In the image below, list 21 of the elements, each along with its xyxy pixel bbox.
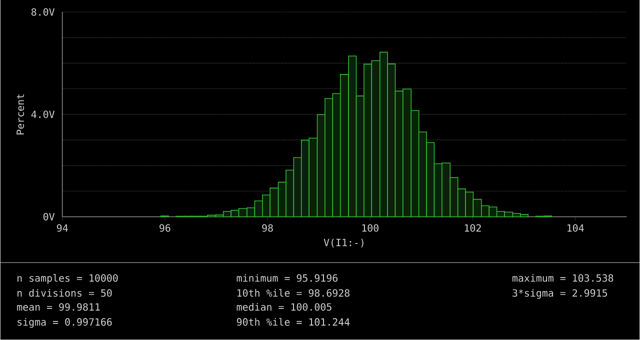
x-tick-label: 102	[464, 224, 481, 232]
text: 10th %ile = 98.6928	[238, 289, 350, 297]
x-tick-label: 94	[56, 224, 68, 232]
y-axis-title: Percent	[16, 94, 24, 135]
y-tick-label: 8.0V	[32, 8, 55, 16]
text: 90th %ile = 101.244	[236, 318, 350, 326]
x-tick-label: 98	[262, 224, 273, 232]
y-tick-label: 0V	[43, 213, 55, 221]
y-tick-label: 4.0V	[31, 110, 55, 118]
x-axis-title: V(I1:-)	[324, 238, 364, 248]
text: n divisions = 50	[18, 289, 112, 297]
text: mean = 99.9811	[17, 303, 100, 311]
text: maximum = 103.538	[512, 274, 614, 282]
text: minimum = 95.9196	[236, 274, 338, 282]
text: 3*sigma = 2.9915	[512, 289, 607, 299]
text: n samples = 10000	[18, 274, 118, 284]
text: sigma = 0.997166	[18, 318, 112, 328]
x-tick-label: 96	[160, 224, 170, 232]
x-tick-label: 100	[362, 224, 378, 232]
x-tick-label: 104	[568, 224, 584, 232]
text: median = 100.005	[236, 303, 332, 311]
